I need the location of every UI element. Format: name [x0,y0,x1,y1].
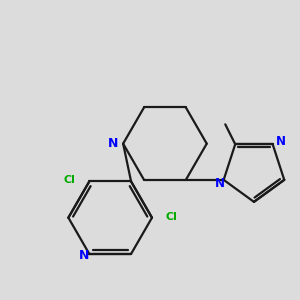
Text: Cl: Cl [166,212,178,222]
Text: N: N [276,135,286,148]
Text: N: N [108,137,118,150]
Text: N: N [79,249,89,262]
Text: N: N [215,177,225,190]
Text: Cl: Cl [64,176,75,185]
